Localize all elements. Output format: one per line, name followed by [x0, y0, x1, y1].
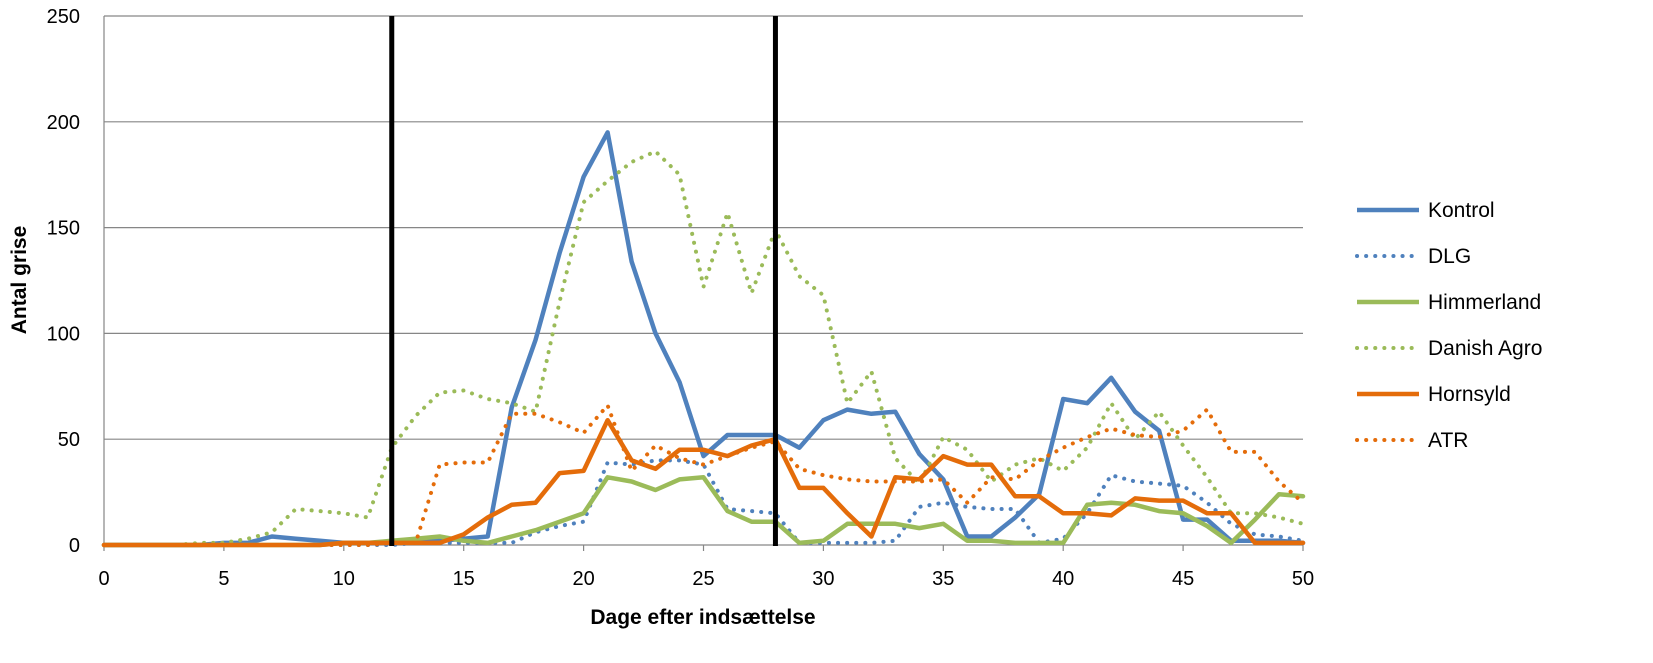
- series-line-danish-agro: [102, 149, 1305, 547]
- legend-label-atr: ATR: [1428, 429, 1468, 452]
- x-tick-label-25: 25: [692, 568, 714, 590]
- x-tick-label-30: 30: [812, 568, 834, 590]
- y-tick-label-100: 100: [47, 323, 80, 345]
- x-tick-label-45: 45: [1172, 568, 1194, 590]
- y-tick-labels: 0 50 100 150 200 250: [47, 6, 80, 557]
- legend: Kontrol DLG Himmerland Danish Agro Hornsyld A…: [1355, 199, 1542, 452]
- y-tick-label-150: 150: [47, 218, 80, 240]
- series-line-kontrol: [101, 130, 1306, 548]
- series-lines: [101, 130, 1306, 548]
- series-line-atr: [102, 403, 1305, 547]
- x-tick-label-5: 5: [218, 568, 229, 590]
- legend-label-dlg: DLG: [1428, 245, 1471, 268]
- x-tick-label-0: 0: [98, 568, 109, 590]
- y-tick-label-0: 0: [69, 535, 80, 557]
- legend-label-hornsyld: Hornsyld: [1428, 383, 1511, 406]
- vertical-markers: [389, 16, 778, 546]
- series-line-himmerland: [101, 475, 1306, 548]
- x-tick-label-10: 10: [333, 568, 355, 590]
- y-tick-label-200: 200: [47, 112, 80, 134]
- legend-label-kontrol: Kontrol: [1428, 199, 1495, 222]
- y-tick-label-50: 50: [58, 429, 80, 451]
- x-tick-label-15: 15: [453, 568, 475, 590]
- legend-label-danish-agro: Danish Agro: [1428, 337, 1542, 360]
- x-tick-label-35: 35: [932, 568, 954, 590]
- x-tick-label-50: 50: [1292, 568, 1314, 590]
- gridlines: [104, 15, 1303, 440]
- axes: [103, 16, 1304, 551]
- x-tick-label-20: 20: [572, 568, 594, 590]
- y-tick-label-250: 250: [47, 6, 80, 28]
- x-axis-title: Dage efter indsættelse: [590, 606, 815, 629]
- x-tick-labels: 0 5 10 15 20 25 30 35 40 45 50: [98, 568, 1314, 590]
- x-tick-label-40: 40: [1052, 568, 1074, 590]
- y-axis-title: Antal grise: [8, 226, 31, 335]
- legend-label-himmerland: Himmerland: [1428, 291, 1541, 314]
